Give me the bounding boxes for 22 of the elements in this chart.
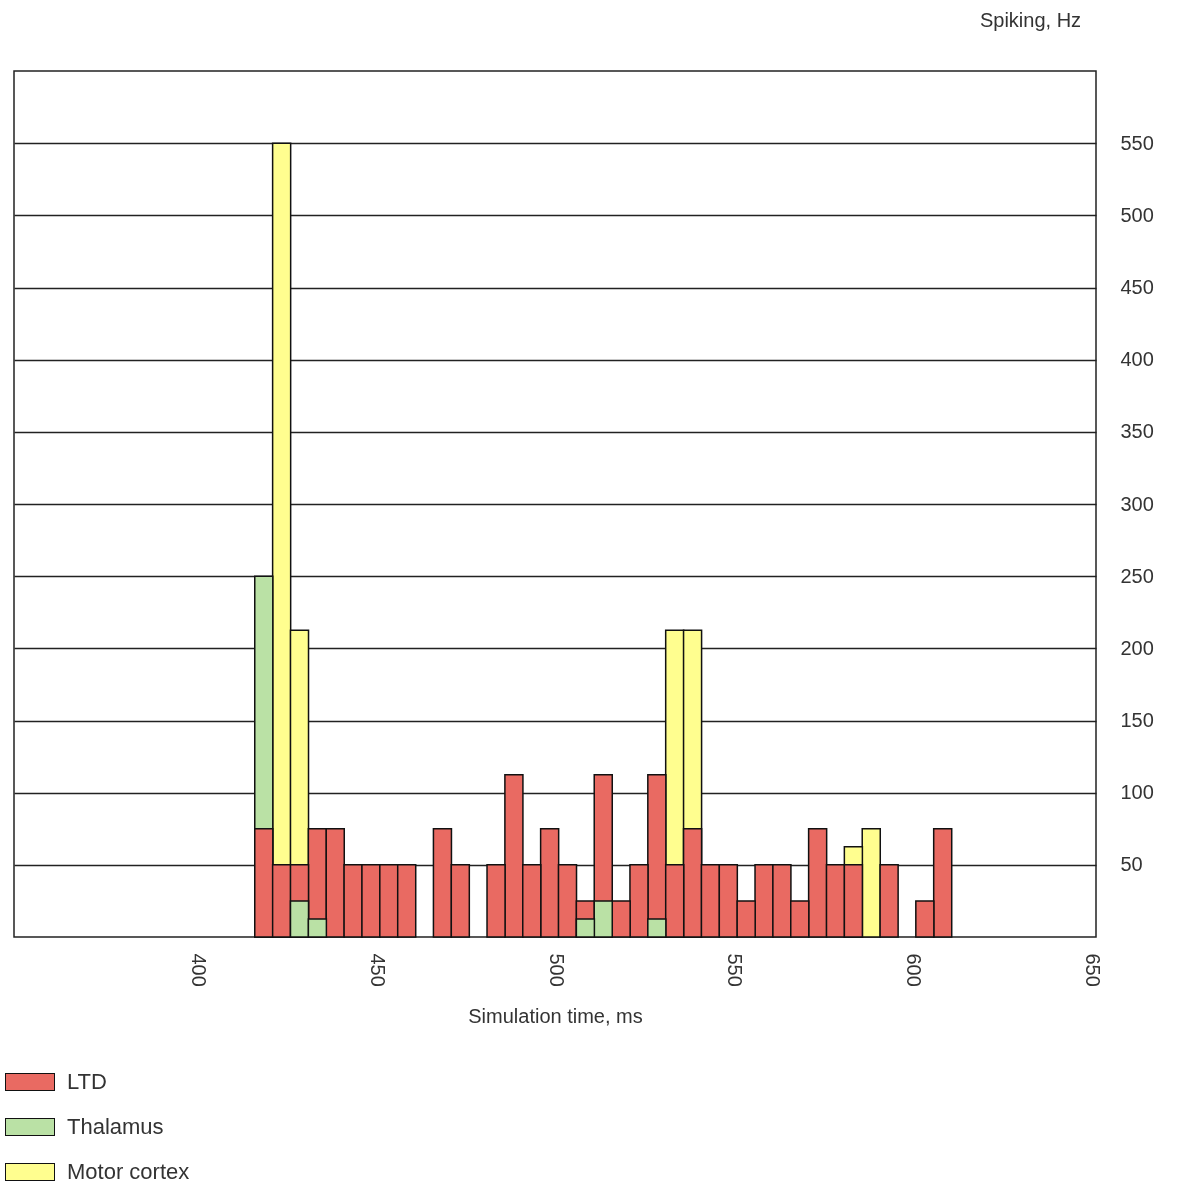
y-tick-label: 550 (1120, 131, 1154, 154)
y-tick-label: 50 (1120, 853, 1143, 876)
x-tick-label: 450 (366, 953, 389, 987)
legend-label: Motor cortex (67, 1159, 190, 1185)
x-tick-label: 550 (724, 953, 747, 987)
y-tick-label: 200 (1120, 636, 1154, 659)
legend-label: LTD (67, 1069, 107, 1095)
y-tick-label: 300 (1120, 492, 1154, 515)
y-tick-label: 250 (1120, 564, 1154, 587)
x-tick-label: 600 (902, 953, 925, 987)
x-tick-label: 400 (188, 953, 211, 987)
x-axis-title: Simulation time, ms (468, 1004, 643, 1027)
y-tick-label: 150 (1120, 709, 1154, 731)
y-tick-label: 500 (1120, 203, 1154, 226)
y-axis-title: Spiking, Hz (979, 8, 1082, 31)
y-tick-label: 100 (1120, 781, 1154, 804)
y-tick-label: 350 (1120, 420, 1154, 443)
legend-label: Thalamus (67, 1114, 164, 1140)
y-tick-label: 400 (1120, 348, 1154, 371)
x-tick-label: 650 (1081, 953, 1104, 987)
x-tick-label: 500 (545, 953, 568, 987)
y-tick-label: 450 (1120, 276, 1154, 298)
